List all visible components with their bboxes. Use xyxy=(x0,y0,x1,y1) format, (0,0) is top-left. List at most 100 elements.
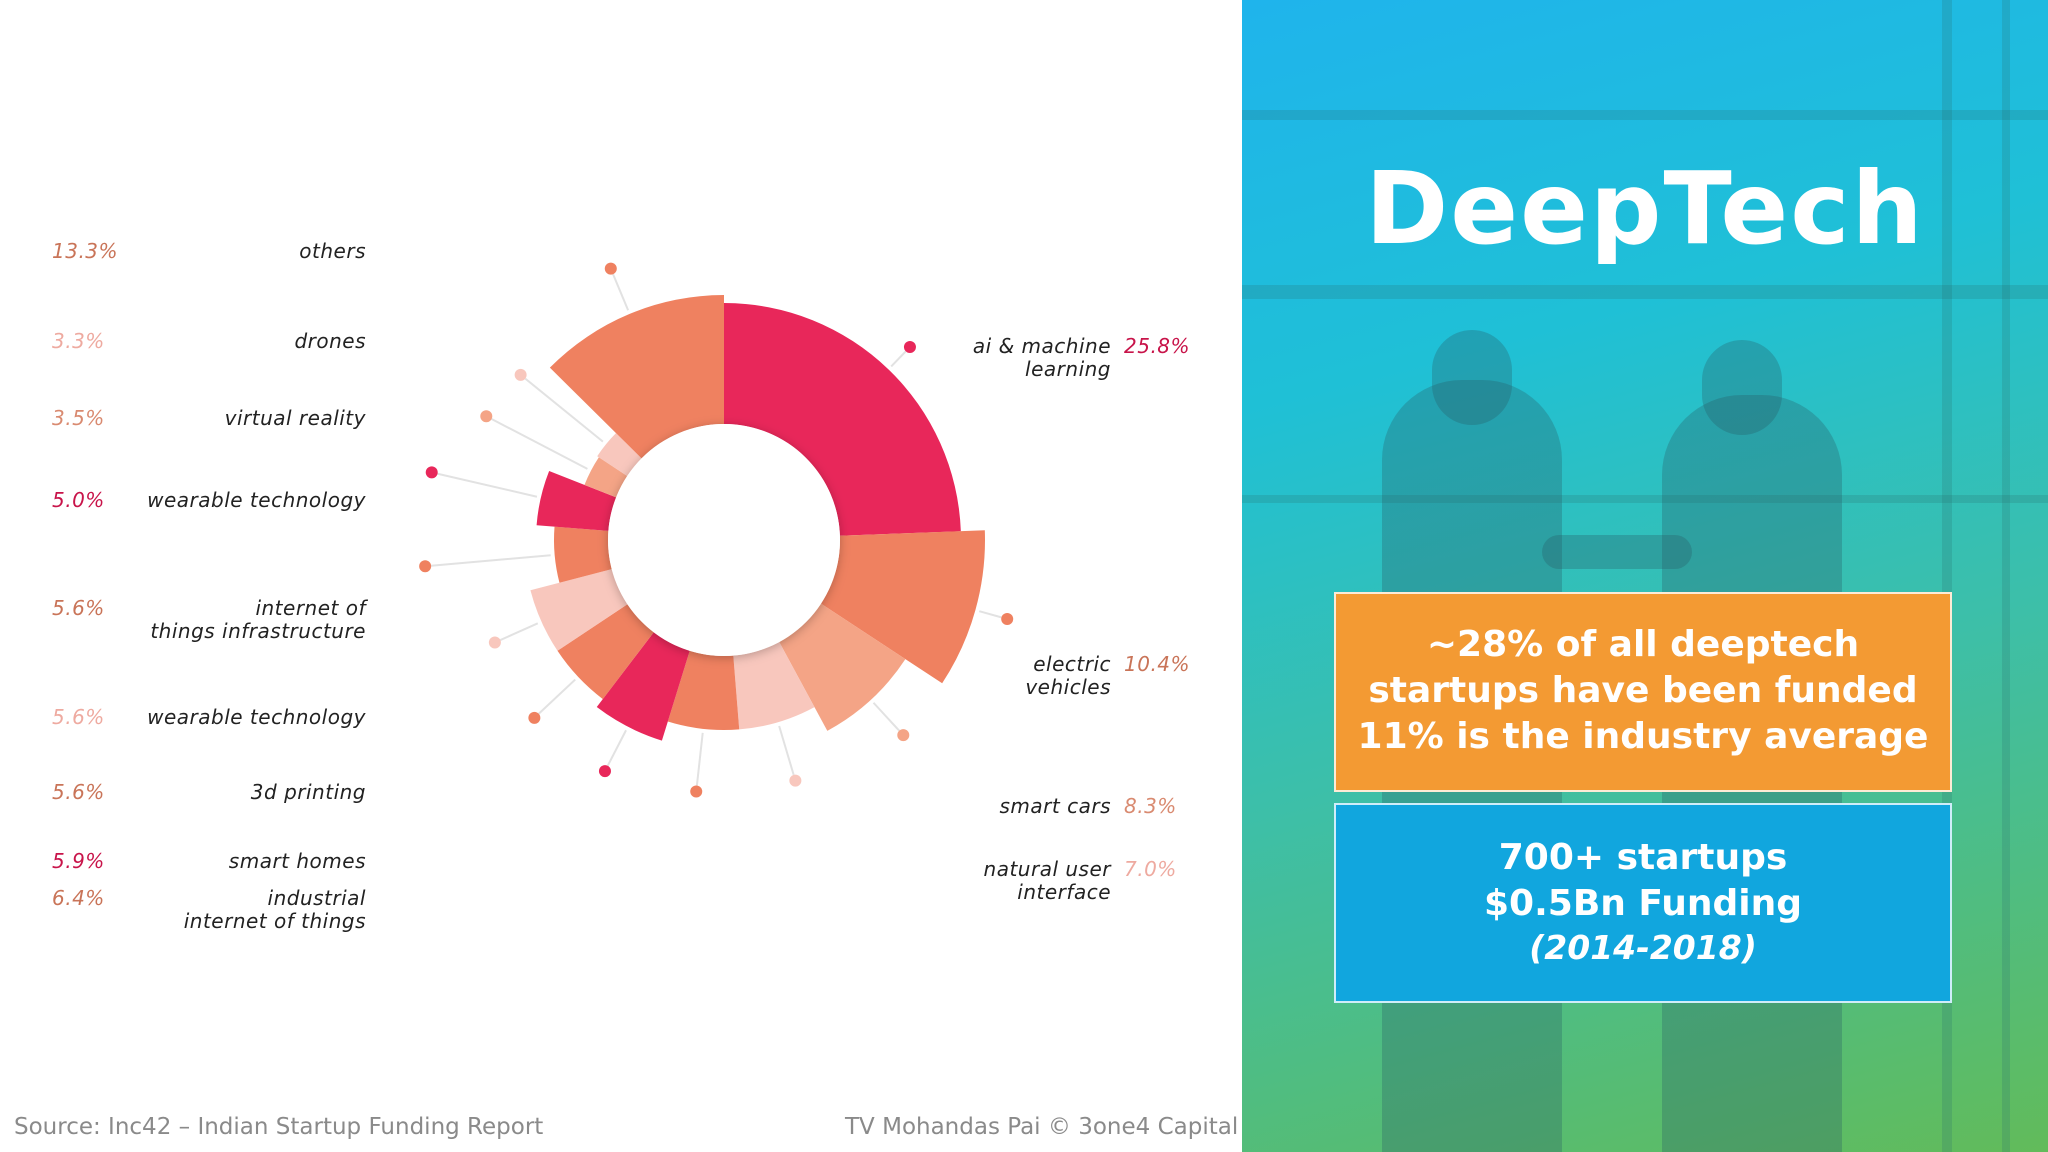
deeptech-panel: DeepTech ~28% of all deeptech startups h… xyxy=(1242,0,2048,1152)
label-line: natural user xyxy=(983,857,1111,881)
label-line: interface xyxy=(1017,880,1111,904)
leader-dot xyxy=(789,774,802,787)
label-line: wearable technology xyxy=(147,705,366,729)
label-line: industrial xyxy=(267,886,366,910)
segment-3d-printing xyxy=(557,604,654,700)
label-industrial-internet-of-things: industrial internet of things xyxy=(184,887,366,933)
label-smart-cars: smart cars xyxy=(1000,795,1111,818)
segment-ai-machine-learning xyxy=(724,303,961,536)
label-line: drones xyxy=(294,329,366,353)
segment-drones xyxy=(597,433,642,477)
leader-dot xyxy=(528,711,541,724)
label-line: electric xyxy=(1033,652,1111,676)
leader-dot xyxy=(1001,612,1014,625)
label-wearable-technology: wearable technology xyxy=(147,489,366,512)
leader-line xyxy=(872,702,900,732)
leader-dot xyxy=(598,765,611,778)
label-percent: 3.3% xyxy=(52,329,105,353)
leader-line xyxy=(538,678,576,715)
label-percent: 5.6% xyxy=(52,596,105,620)
startups-stat-line-2: $0.5Bn Funding xyxy=(1484,883,1802,924)
startups-stat-line-1: 700+ startups xyxy=(1498,837,1788,878)
leader-dot xyxy=(514,368,527,381)
label-line: ai & machine xyxy=(972,334,1111,358)
label-wearable-technology: wearable technology xyxy=(147,706,366,729)
label-percent: 5.9% xyxy=(52,849,105,873)
leader-dot xyxy=(690,785,703,798)
label-percent: 7.0% xyxy=(1124,857,1177,881)
segment-virtual-reality xyxy=(584,457,628,498)
bg-column xyxy=(1942,0,1952,1152)
leader-dot xyxy=(604,262,617,275)
label-percent: 10.4% xyxy=(1124,652,1191,676)
label-drones: drones xyxy=(294,330,366,353)
label-line: others xyxy=(299,239,366,263)
leader-line xyxy=(890,350,907,368)
label-line: things infrastructure xyxy=(150,619,366,643)
label-electric-vehicles: electric vehicles xyxy=(1025,653,1111,699)
leader-line xyxy=(612,273,630,311)
segment-wearable-technology xyxy=(536,470,617,531)
bg-beam xyxy=(1242,285,2048,299)
leader-line xyxy=(978,610,1002,619)
label-natural-user-interface: natural user interface xyxy=(984,858,1111,904)
funded-stat-box: ~28% of all deeptech startups have been … xyxy=(1334,592,1952,792)
segment-electric-vehicles xyxy=(820,530,985,684)
segment-industrial-internet-of-things xyxy=(667,650,740,730)
label-virtual-reality: virtual reality xyxy=(225,407,366,430)
handshake-silhouette xyxy=(1542,535,1692,569)
funded-stat-line-1: ~28% of all deeptech xyxy=(1426,624,1860,665)
label-internet-of-things-infrastructure: internet of things infrastructure xyxy=(150,597,366,643)
segment-smart-homes xyxy=(596,632,690,741)
segment-internet-of-things-infrastructure xyxy=(554,526,612,583)
leader-line xyxy=(695,732,704,786)
label-percent: 5.6% xyxy=(52,780,105,804)
bg-beam xyxy=(1242,495,2048,503)
label-percent: 6.4% xyxy=(52,886,105,910)
label-ai-machine-learning: ai & machine learning xyxy=(973,335,1111,381)
label-percent: 5.0% xyxy=(52,488,105,512)
leader-line xyxy=(431,554,551,567)
funded-stat-line-3: 11% is the industry average xyxy=(1357,716,1929,757)
bg-beam xyxy=(1242,110,2048,120)
donut-hole xyxy=(608,424,840,656)
funded-stat-line-2: startups have been funded xyxy=(1368,670,1918,711)
leader-dot xyxy=(897,729,910,742)
startups-stat-line-3: (2014-2018) xyxy=(1529,928,1757,967)
segment-wearable-technology xyxy=(530,569,628,651)
leader-line xyxy=(606,729,627,767)
label-percent: 8.3% xyxy=(1124,794,1177,818)
leader-dot xyxy=(903,341,916,354)
segment-natural-user-interface xyxy=(733,642,815,730)
label-percent: 5.6% xyxy=(52,705,105,729)
label-line: wearable technology xyxy=(147,488,366,512)
label-line: smart homes xyxy=(228,849,366,873)
leader-line xyxy=(778,725,795,776)
leader-line xyxy=(524,377,604,443)
label-line: learning xyxy=(1025,357,1111,381)
leader-dot xyxy=(488,636,501,649)
leader-line xyxy=(499,622,539,641)
chart-panel: others 13.3% drones 3.3% virtual reality 3.5%… xyxy=(14,239,1239,1140)
label-line: virtual reality xyxy=(224,406,366,430)
label-line: smart cars xyxy=(999,794,1111,818)
leader-dot xyxy=(425,466,438,479)
leader-line xyxy=(491,418,588,470)
segment-others xyxy=(549,295,724,459)
bg-column xyxy=(2002,0,2010,1152)
label-smart-homes: smart homes xyxy=(229,850,366,873)
label-line: internet of things xyxy=(183,909,366,933)
label-percent: 25.8% xyxy=(1124,334,1191,358)
label-3d-printing: 3d printing xyxy=(251,781,366,804)
startups-stat-box: 700+ startups $0.5Bn Funding (2014-2018) xyxy=(1334,803,1952,1003)
radial-pie-chart xyxy=(419,262,1014,798)
source-note: Source: Inc42 – Indian Startup Funding R… xyxy=(14,1114,544,1140)
leader-dot xyxy=(480,410,493,423)
leader-dot xyxy=(419,560,432,573)
label-others: others xyxy=(299,240,366,263)
label-line: internet of xyxy=(255,596,366,620)
person-head-left xyxy=(1432,330,1512,425)
label-percent: 13.3% xyxy=(52,239,119,263)
label-line: 3d printing xyxy=(250,780,366,804)
segment-smart-cars xyxy=(779,603,906,731)
